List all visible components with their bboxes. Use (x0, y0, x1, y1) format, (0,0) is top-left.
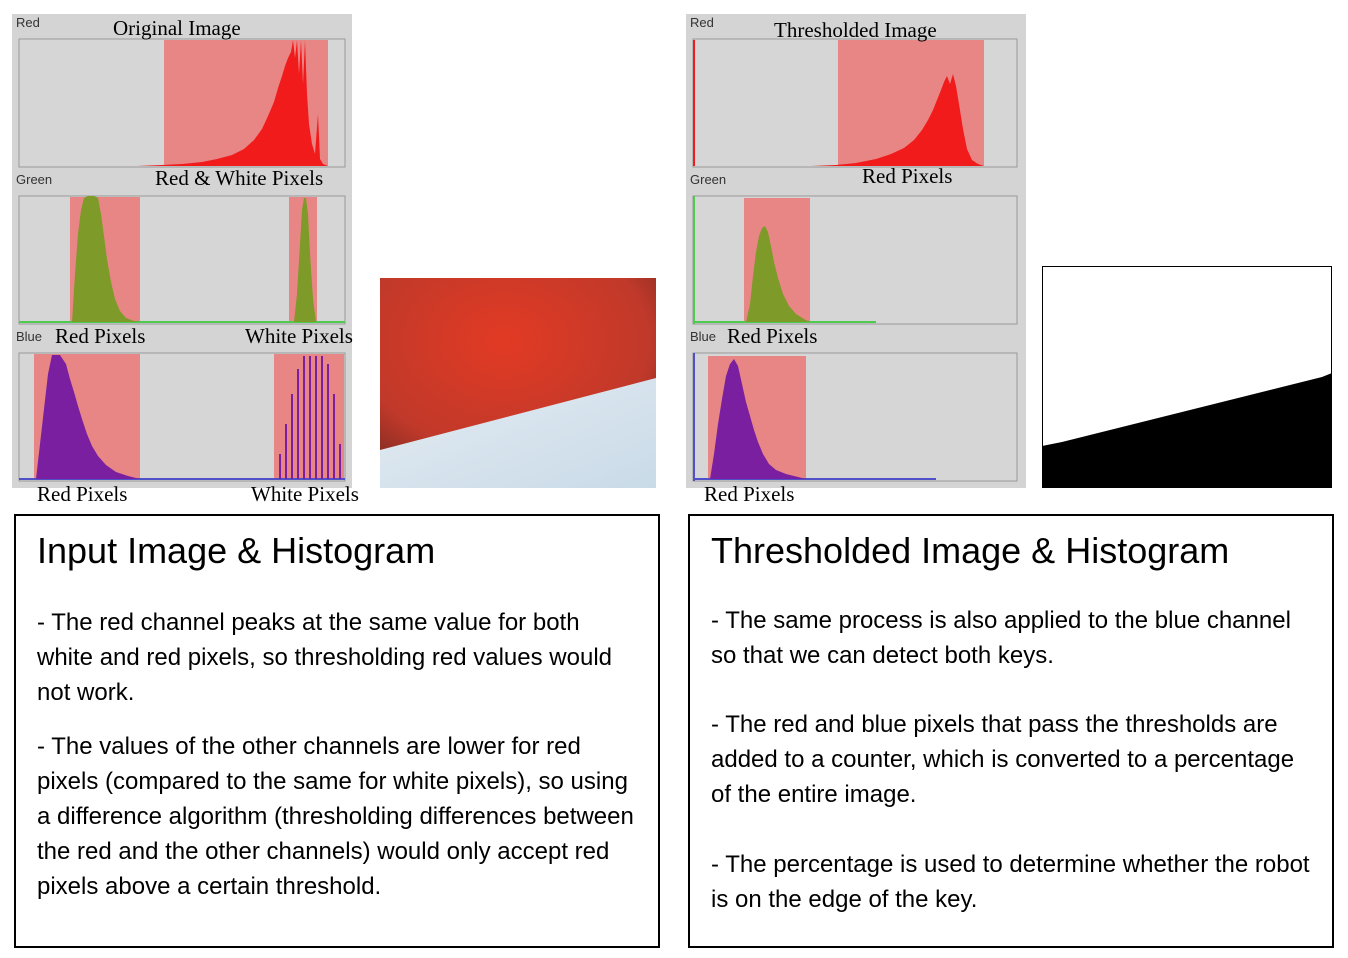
left-green-annotation-white: White Pixels (245, 324, 353, 348)
right-box-para2: - The red and blue pixels that pass the … (711, 711, 1295, 808)
left-green-histogram-red (72, 196, 140, 322)
left-box-heading: Input Image & Histogram (37, 530, 436, 571)
right-green-plot-frame (692, 195, 1018, 325)
right-red-channel-label: Red (690, 15, 714, 30)
left-green-histogram-white (294, 198, 316, 322)
right-histogram-panel (686, 14, 1026, 488)
left-blue-annotation-white: White Pixels (251, 482, 359, 506)
right-figure-title: Thresholded Image (774, 18, 937, 42)
right-blue-channel-label: Blue (690, 329, 717, 344)
left-green-annotation-red: Red Pixels (55, 324, 146, 348)
thresholded-image-description-box: Thresholded Image & Histogram - The same… (688, 514, 1334, 948)
thresholded-image-graphics (1042, 266, 1332, 488)
left-box-para2: - The values of the other channels are l… (37, 733, 634, 900)
right-blue-histogram (710, 359, 806, 479)
left-histogram-graphics (18, 38, 346, 482)
left-blue-histogram-white (279, 356, 341, 479)
left-red-histogram (137, 40, 328, 166)
right-green-annotation-red: Red Pixels (727, 324, 818, 348)
left-figure-title: Original Image (113, 16, 241, 40)
thresholded-image (1042, 266, 1332, 488)
input-photo-graphics (380, 278, 656, 488)
right-box-para1: - The same process is also applied to th… (711, 607, 1291, 669)
right-green-histogram (746, 226, 810, 322)
right-histogram-graphics (692, 38, 1018, 482)
left-blue-histogram-red (36, 355, 140, 479)
right-box-heading: Thresholded Image & Histogram (711, 530, 1230, 571)
left-box-para1: - The red channel peaks at the same valu… (37, 609, 613, 706)
input-photo (380, 278, 656, 488)
left-blue-channel-label: Blue (16, 329, 43, 344)
white-surface (380, 378, 656, 488)
right-green-channel-label: Green (690, 172, 727, 187)
threshold-black-region (1042, 373, 1332, 488)
left-blue-annotation-red: Red Pixels (37, 482, 128, 506)
left-histogram-panel (12, 14, 352, 488)
left-green-channel-label: Green (16, 172, 53, 187)
right-box-para3: - The percentage is used to determine wh… (711, 851, 1310, 913)
right-red-histogram (811, 74, 984, 166)
right-blue-annotation-red: Red Pixels (704, 482, 795, 506)
left-red-annotation: Red & White Pixels (155, 166, 324, 190)
left-red-channel-label: Red (16, 15, 40, 30)
right-red-annotation: Red Pixels (862, 164, 953, 188)
input-image-description-box: Input Image & Histogram - The red channe… (14, 514, 660, 948)
